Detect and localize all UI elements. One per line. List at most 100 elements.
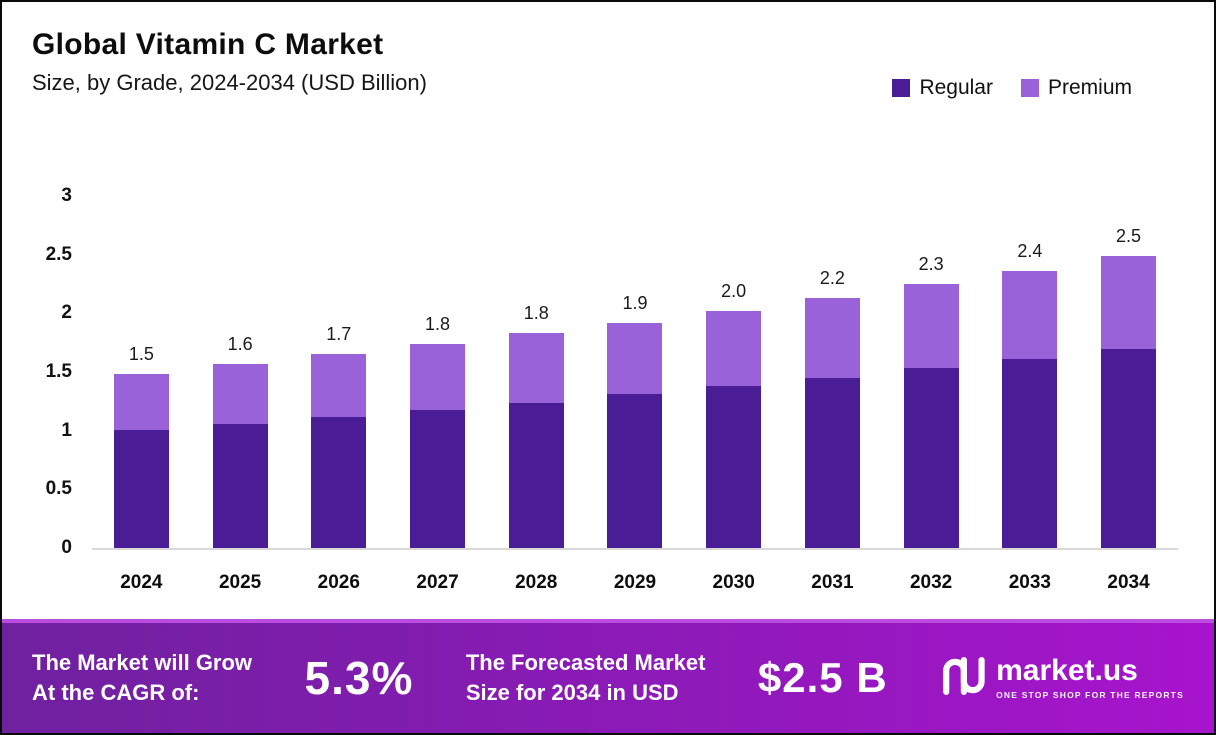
bar-group-2034: 2.5 <box>1087 196 1171 548</box>
y-tick-1: 1 <box>61 419 72 441</box>
x-label-2025: 2025 <box>218 572 262 593</box>
bar-segment-regular <box>311 416 367 548</box>
bar-group-2024: 1.5 <box>99 196 183 548</box>
x-label-2026: 2026 <box>317 572 360 593</box>
y-axis: 3 2.5 2 1.5 1 0.5 0 <box>30 185 92 558</box>
cagr-label-line2: At the CAGR of: <box>32 680 200 705</box>
x-label-2032: 2032 <box>909 572 953 593</box>
footer-banner: The Market will Grow At the CAGR of: 5.3… <box>2 619 1214 733</box>
stacked-bar <box>311 354 367 548</box>
bar-group-2032: 2.3 <box>889 196 973 548</box>
bar-group-2026: 1.7 <box>297 196 381 548</box>
chart-header: Global Vitamin C Market Size, by Grade, … <box>2 2 1214 99</box>
brand-logo: market.us ONE STOP SHOP FOR THE REPORTS <box>940 656 1184 701</box>
legend-swatch-regular <box>892 79 911 97</box>
bar-value-label: 2.0 <box>721 281 747 302</box>
forecast-label-line1: The Forecasted Market <box>465 650 706 676</box>
x-label-2030: 2030 <box>712 572 755 593</box>
cagr-value: 5.3% <box>304 652 414 704</box>
page-subtitle: Size, by Grade, 2024-2034 (USD Billion) <box>32 70 427 95</box>
stacked-bar <box>804 298 860 548</box>
cagr-label-line1: The Market will Grow <box>32 650 253 676</box>
stacked-bar <box>508 333 564 548</box>
x-label-2034: 2034 <box>1107 572 1150 593</box>
bar-segment-regular <box>410 409 466 548</box>
bar-value-label: 1.7 <box>326 324 352 345</box>
x-label-2031: 2031 <box>811 572 854 593</box>
x-label-2024: 2024 <box>120 572 163 593</box>
legend-swatch-premium <box>1020 79 1039 97</box>
bar-segment-premium <box>804 298 860 378</box>
bar-segment-premium <box>311 354 367 417</box>
legend: Regular Premium <box>892 76 1132 100</box>
bar-segment-regular <box>1002 359 1058 548</box>
y-tick-1.5: 1.5 <box>45 361 72 382</box>
forecast-value: $2.5 B <box>757 654 888 701</box>
stacked-bar <box>607 322 663 548</box>
bar-segment-premium <box>508 333 564 403</box>
x-label-2029: 2029 <box>613 572 657 593</box>
stacked-bar <box>113 374 169 548</box>
x-label-2033: 2033 <box>1008 572 1051 593</box>
bar-segment-regular <box>113 429 169 548</box>
bar-group-2033: 2.4 <box>988 196 1072 548</box>
bar-value-label: 1.9 <box>622 292 648 313</box>
bar-group-2031: 2.2 <box>790 196 874 548</box>
bar-segment-premium <box>1101 255 1157 349</box>
bar-segment-regular <box>903 368 959 548</box>
bar-value-label: 1.6 <box>227 333 253 354</box>
bar-group-2028: 1.8 <box>494 196 578 548</box>
y-tick-3: 3 <box>61 185 72 206</box>
bar-group-2029: 1.9 <box>593 196 677 548</box>
y-tick-0.5: 0.5 <box>45 478 72 500</box>
cagr-label: The Market will Grow At the CAGR of: <box>32 648 252 707</box>
forecast-label-line2: Size for 2034 in USD <box>465 680 679 705</box>
bar-value-label: 1.8 <box>523 303 549 324</box>
bar-value-label: 1.5 <box>128 344 154 365</box>
bar-segment-premium <box>706 311 762 387</box>
bar-segment-premium <box>1002 271 1058 360</box>
page-title: Global Vitamin C Market <box>32 28 384 61</box>
bar-segment-regular <box>706 386 762 548</box>
bar-group-2025: 1.6 <box>198 196 282 548</box>
stacked-bar <box>903 284 959 548</box>
bar-segment-regular <box>508 402 564 548</box>
bar-group-2027: 1.8 <box>396 196 480 548</box>
legend-label-regular: Regular <box>919 76 993 99</box>
legend-label-premium: Premium <box>1047 76 1132 99</box>
legend-item-regular: Regular <box>892 76 993 100</box>
bar-group-2030: 2.0 <box>692 196 776 548</box>
stacked-bar <box>706 311 762 548</box>
bar-value-label: 2.4 <box>1017 241 1043 262</box>
y-tick-2: 2 <box>61 302 72 324</box>
brand-tagline: ONE STOP SHOP FOR THE REPORTS <box>996 690 1184 700</box>
bar-value-label: 2.3 <box>918 254 944 275</box>
x-axis-labels: 2024 2025 2026 2027 2028 2029 2030 2031 2032 2033… <box>92 550 1178 594</box>
brand-name: market.us <box>996 654 1138 687</box>
stacked-bar <box>410 343 466 548</box>
bar-segment-regular <box>212 423 268 548</box>
x-label-2028: 2028 <box>515 572 558 593</box>
stacked-bar <box>212 363 268 548</box>
bar-chart: 3 2.5 2 1.5 1 0.5 0 1.5 1.6 1.7 1.8 1.8 1.9 2.0 2.2 2.… <box>30 185 1178 558</box>
bar-value-label: 2.2 <box>819 268 845 289</box>
legend-item-premium: Premium <box>1020 76 1132 100</box>
bar-segment-regular <box>1101 348 1157 548</box>
bar-segment-premium <box>410 343 466 410</box>
bar-value-label: 1.8 <box>425 313 451 334</box>
bar-segment-regular <box>804 377 860 548</box>
bar-value-label: 2.5 <box>1116 225 1142 246</box>
bar-segment-premium <box>607 322 663 395</box>
y-tick-0: 0 <box>61 537 72 558</box>
market-us-icon <box>940 656 986 701</box>
bar-segment-premium <box>903 284 959 369</box>
plot-area: 1.5 1.6 1.7 1.8 1.8 1.9 2.0 2.2 2.3 2.4 2.5 <box>92 196 1178 550</box>
stacked-bar <box>1101 255 1157 548</box>
forecast-label: The Forecasted Market Size for 2034 in U… <box>466 648 706 707</box>
bar-segment-premium <box>212 363 268 424</box>
bar-segment-regular <box>607 394 663 548</box>
y-tick-2.5: 2.5 <box>45 243 72 265</box>
bar-segment-premium <box>113 374 169 430</box>
x-label-2027: 2027 <box>416 572 459 593</box>
